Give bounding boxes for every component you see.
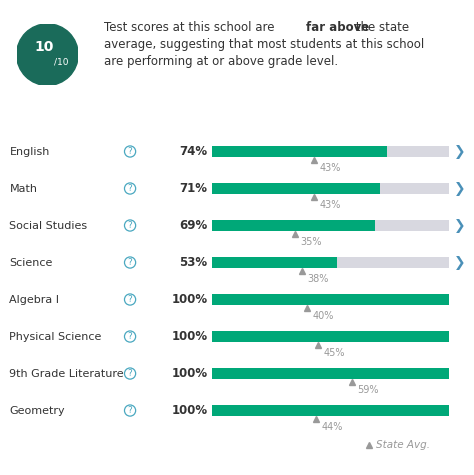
Text: 69%: 69% — [179, 219, 208, 232]
Bar — [212, 220, 375, 231]
Text: Science: Science — [9, 257, 53, 267]
Text: ❯: ❯ — [454, 218, 465, 233]
Text: ?: ? — [128, 406, 132, 415]
Bar — [212, 331, 448, 342]
Text: 40%: 40% — [312, 311, 333, 321]
Text: the state: the state — [352, 21, 410, 34]
Text: ?: ? — [128, 221, 132, 230]
Text: 9th Grade Literature: 9th Grade Literature — [9, 369, 124, 379]
Text: 100%: 100% — [171, 330, 208, 343]
Text: are performing at or above grade level.: are performing at or above grade level. — [104, 55, 338, 67]
Text: English: English — [9, 146, 50, 156]
Bar — [212, 183, 448, 194]
Text: 71%: 71% — [180, 182, 208, 195]
Text: Algebra I: Algebra I — [9, 294, 59, 304]
Bar — [212, 294, 448, 305]
Bar — [212, 368, 448, 379]
Text: 43%: 43% — [319, 200, 340, 209]
Bar — [212, 146, 387, 157]
Text: 100%: 100% — [171, 404, 208, 417]
Text: 59%: 59% — [357, 385, 379, 395]
Text: ?: ? — [128, 369, 132, 378]
Text: 100%: 100% — [171, 293, 208, 306]
Text: Physical Science: Physical Science — [9, 332, 102, 342]
Bar — [212, 257, 448, 268]
Text: 100%: 100% — [171, 367, 208, 380]
Text: 35%: 35% — [300, 237, 322, 247]
Bar — [212, 220, 448, 231]
Text: average, suggesting that most students at this school: average, suggesting that most students a… — [104, 38, 425, 51]
Text: far above: far above — [306, 21, 369, 34]
Text: Test scores at this school are: Test scores at this school are — [104, 21, 279, 34]
Circle shape — [17, 24, 78, 86]
Text: ?: ? — [128, 295, 132, 304]
Text: 45%: 45% — [324, 348, 346, 358]
Text: ❯: ❯ — [454, 256, 465, 269]
Text: Social Studies: Social Studies — [9, 220, 88, 230]
Text: ?: ? — [128, 147, 132, 156]
Text: ❯: ❯ — [454, 181, 465, 196]
Bar — [212, 257, 337, 268]
Text: 53%: 53% — [179, 256, 208, 269]
Text: ?: ? — [128, 184, 132, 193]
Bar — [212, 146, 448, 157]
Text: 10: 10 — [35, 40, 54, 54]
Text: 74%: 74% — [179, 145, 208, 158]
Text: 43%: 43% — [319, 162, 340, 172]
Text: ?: ? — [128, 258, 132, 267]
Text: /10: /10 — [54, 57, 68, 67]
Text: 38%: 38% — [307, 274, 329, 284]
Bar — [212, 405, 448, 416]
Text: Geometry: Geometry — [9, 406, 65, 416]
Text: ❯: ❯ — [454, 144, 465, 159]
Text: ?: ? — [128, 332, 132, 341]
Text: 44%: 44% — [321, 422, 343, 432]
Bar — [212, 183, 380, 194]
Text: State Avg.: State Avg. — [376, 439, 430, 450]
Text: Math: Math — [9, 183, 37, 193]
